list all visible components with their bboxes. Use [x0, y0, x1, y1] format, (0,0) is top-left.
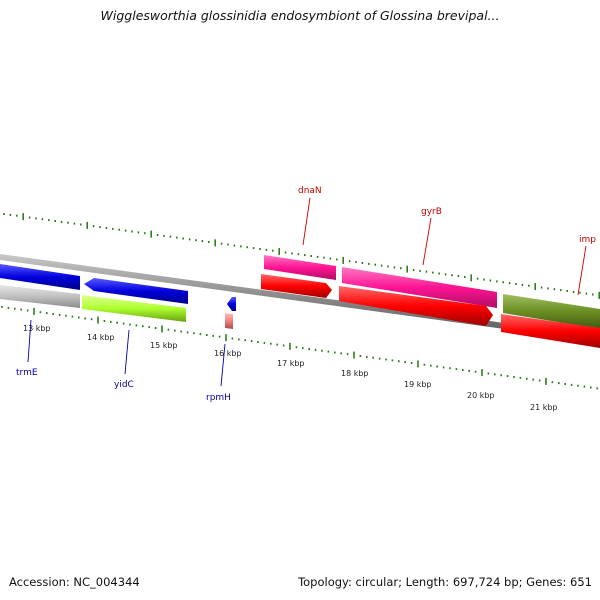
- leader-dnaN: [302, 197, 311, 246]
- gene-rpmH-block[interactable]: [227, 297, 236, 311]
- gene-label-imp[interactable]: imp: [579, 235, 596, 245]
- cds-red-block-2[interactable]: [339, 286, 493, 326]
- gene-label-rpmH[interactable]: rpmH: [206, 393, 231, 403]
- scale-label-16: 16 kbp: [214, 349, 242, 358]
- gene-track-upper: [0, 255, 600, 329]
- gene-trmE-block[interactable]: [0, 264, 80, 290]
- gene-yidC-block[interactable]: [84, 278, 188, 304]
- scale-label-21: 21 kbp: [530, 403, 558, 412]
- genome-backbone: [0, 254, 600, 342]
- gene-label-gyrB[interactable]: gyrB: [421, 207, 442, 217]
- leader-gyrB: [422, 217, 432, 266]
- topology-text: Topology: circular; Length: 697,724 bp; …: [298, 575, 592, 589]
- gene-label-trmE[interactable]: trmE: [16, 368, 38, 378]
- scale-label-19: 19 kbp: [404, 380, 432, 389]
- scale-label-15: 15 kbp: [150, 341, 178, 350]
- lower-tick-row: [1, 306, 599, 390]
- gene-label-yidC[interactable]: yidC: [114, 380, 134, 390]
- gene-leader-lines: [27, 197, 587, 387]
- cds-red-block-1[interactable]: [261, 274, 332, 298]
- gene-track-lower: [0, 274, 600, 348]
- cds-grey-block[interactable]: [0, 285, 80, 308]
- scale-label-20: 20 kbp: [467, 391, 495, 400]
- gene-dnaN-block[interactable]: [264, 255, 336, 280]
- scale-label-18: 18 kbp: [341, 369, 369, 378]
- cds-red-block-3[interactable]: [501, 314, 600, 348]
- scale-labels: 13 kbp 14 kbp 15 kbp 16 kbp 17 kbp 18 kb…: [23, 324, 558, 412]
- gene-label-dnaN[interactable]: dnaN: [298, 186, 322, 196]
- leader-trmE: [27, 319, 32, 363]
- gene-imp-block[interactable]: [503, 294, 600, 329]
- leader-rpmH: [220, 343, 226, 387]
- cds-salmon-block[interactable]: [225, 313, 233, 329]
- scale-label-13: 13 kbp: [23, 324, 51, 333]
- leader-imp: [577, 245, 587, 296]
- scale-label-14: 14 kbp: [87, 333, 115, 342]
- genome-title: Wigglesworthia glossinidia endosymbiont …: [100, 8, 500, 23]
- upper-tick-row: [3, 213, 600, 299]
- gene-labels: trmE yidC rpmH dnaN gyrB imp: [16, 186, 596, 403]
- cds-lime-block[interactable]: [82, 295, 186, 322]
- accession-text: Accession: NC_004344: [9, 575, 140, 589]
- leader-yidC: [124, 329, 130, 375]
- scale-label-17: 17 kbp: [277, 359, 305, 368]
- gene-gyrB-block[interactable]: [342, 267, 497, 308]
